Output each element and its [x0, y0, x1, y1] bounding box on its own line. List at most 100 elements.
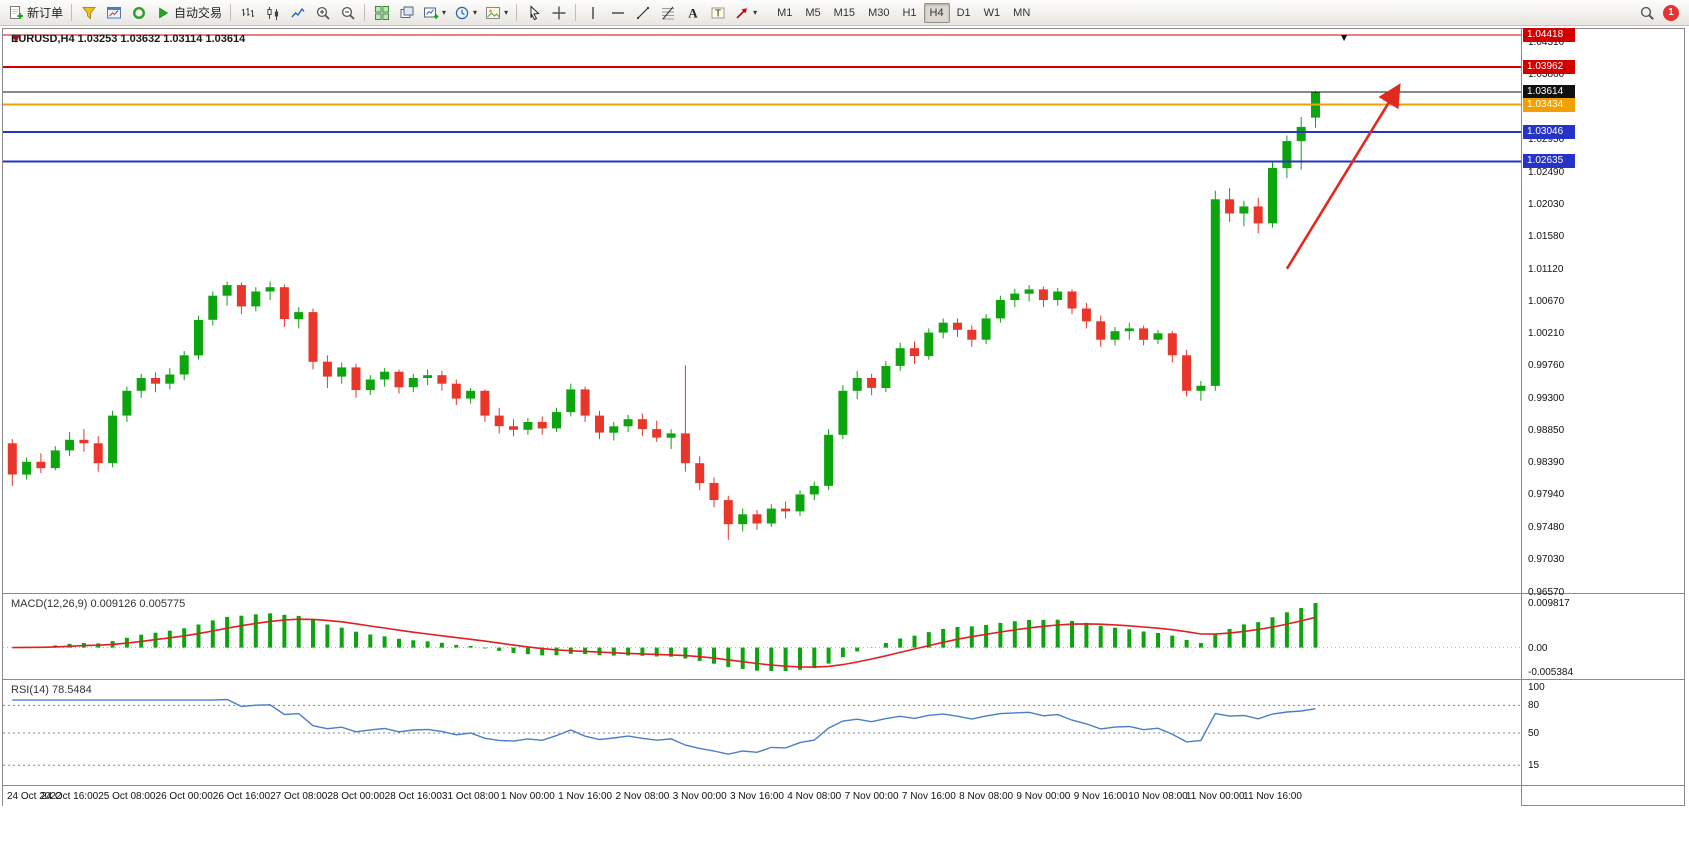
arrows-icon: [736, 7, 747, 19]
new-order-label: 新订单: [27, 6, 64, 20]
price-tick-label: 0.97480: [1528, 522, 1565, 534]
toolbar-separator: [230, 4, 232, 21]
time-tick-label: 28 Oct 16:00: [384, 791, 442, 802]
arrows-button[interactable]: ▾: [730, 2, 761, 24]
vertical-line-icon: [591, 6, 594, 19]
periods-icon: [455, 6, 469, 19]
time-tick-label: 1 Nov 16:00: [558, 791, 613, 802]
line-chart-button[interactable]: [285, 2, 310, 24]
horizontal-line-button[interactable]: [605, 2, 630, 24]
candlestick-chart-icon: [266, 6, 278, 20]
timeframe-toolbar: M1 M5 M15 M30 H1 H4 D1 W1 MN: [771, 2, 1036, 23]
macd-label: MACD(12,26,9) 0.009126 0.005775: [11, 598, 185, 610]
autotrading-button[interactable]: 自动交易: [151, 2, 226, 24]
rsi-label-text: RSI(14) 78.5484: [11, 684, 92, 696]
toolbar-separator: [364, 4, 366, 21]
cursor-button[interactable]: [521, 2, 546, 24]
caret-down-icon: ▾: [473, 8, 478, 17]
time-tick-label: 31 Oct 08:00: [441, 791, 500, 802]
tile-windows-button[interactable]: [369, 2, 394, 24]
price-tick-label: 1.00670: [1528, 295, 1565, 307]
time-tick-label: 4 Nov 08:00: [787, 791, 842, 802]
price-tick-label: 0.97940: [1528, 489, 1565, 501]
timeframe-m1-button[interactable]: M1: [777, 6, 793, 19]
data-window-button[interactable]: [126, 2, 151, 24]
price-tick-label: 0.99760: [1528, 360, 1565, 372]
time-tick-label: 24 Oct 16:00: [40, 791, 99, 802]
caret-down-icon: ▾: [753, 8, 758, 17]
price-tick-label: 1.02490: [1528, 166, 1565, 178]
rsi-axis-label: 100: [1528, 682, 1545, 693]
new-chart-button[interactable]: ▾: [419, 2, 450, 24]
templates-button[interactable]: ▾: [481, 2, 512, 24]
macd-chart-canvas[interactable]: [3, 595, 1521, 679]
search-button[interactable]: [1634, 2, 1659, 24]
price-badge: 1.03046: [1523, 125, 1575, 140]
crosshair-button[interactable]: [546, 2, 571, 24]
timeframe-m30-button[interactable]: M30: [868, 6, 890, 19]
vertical-line-button[interactable]: [580, 2, 605, 24]
time-tick-label: 24 Oct 2022: [7, 791, 62, 802]
periods-button[interactable]: ▾: [450, 2, 481, 24]
price-badge: 1.03614: [1523, 84, 1575, 99]
bar-chart-icon: [241, 7, 254, 17]
symbol-marker-icon: [12, 35, 20, 43]
chart-title: EURUSD,H4 1.03253 1.03632 1.03114 1.0361…: [11, 33, 245, 45]
macd-axis-min: -0.005384: [1528, 667, 1574, 678]
time-tick-label: 3 Nov 16:00: [730, 791, 784, 802]
text-label-icon: T: [711, 7, 725, 19]
price-axis-separator: [1521, 29, 1522, 805]
zoom-out-button[interactable]: [335, 2, 360, 24]
toolbar-buttons: 新订单 自动交易 ▾ ▾ ▾ A T ▾: [4, 2, 761, 24]
fibonacci-icon: [661, 6, 674, 19]
timeframe-m5-button[interactable]: M5: [805, 6, 821, 19]
profiles-icon: [81, 6, 96, 19]
timeframe-m15-button[interactable]: M15: [833, 6, 856, 19]
cascade-windows-icon: [400, 6, 414, 18]
time-tick-label: 26 Oct 00:00: [155, 791, 213, 802]
time-tick-label: 11 Nov 00:00: [1185, 791, 1245, 802]
time-tick-label: 2 Nov 08:00: [615, 791, 670, 802]
macd-panel-splitter[interactable]: [3, 593, 1684, 594]
new-chart-icon: [424, 7, 439, 19]
zoom-in-button[interactable]: [310, 2, 335, 24]
trendline-icon: [636, 6, 649, 19]
rsi-panel-splitter[interactable]: [3, 679, 1684, 680]
candlestick-chart-button[interactable]: [260, 2, 285, 24]
price-tick-label: 0.98390: [1528, 457, 1565, 469]
cascade-windows-button[interactable]: [394, 2, 419, 24]
new-order-button[interactable]: 新订单: [4, 2, 67, 24]
notification-badge[interactable]: 1: [1663, 4, 1679, 21]
macd-axis-zero: 0.00: [1528, 642, 1548, 654]
time-tick-label: 8 Nov 08:00: [959, 791, 1014, 802]
price-tick-label: 1.00210: [1528, 328, 1565, 340]
price-tick-label: 0.97030: [1528, 553, 1565, 565]
rsi-chart-canvas[interactable]: [3, 681, 1521, 785]
tile-windows-icon: [374, 5, 389, 20]
price-badge: 1.03962: [1523, 60, 1575, 75]
time-axis[interactable]: 24 Oct 2022 24 Oct 16:00 25 Oct 08:00 26 Oc…: [3, 787, 1521, 807]
timeframe-d1-button[interactable]: D1: [956, 6, 971, 19]
horizontal-line-icon: [611, 11, 624, 14]
time-axis-divider: [3, 785, 1684, 786]
time-tick-label: 9 Nov 16:00: [1073, 791, 1128, 802]
text-button[interactable]: A: [680, 2, 705, 24]
text-label-button[interactable]: T: [705, 2, 730, 24]
zoom-out-icon: [341, 6, 355, 20]
timeframe-h1-button[interactable]: H1: [902, 6, 917, 19]
time-tick-label: 28 Oct 00:00: [327, 791, 385, 802]
price-tick-label: 1.01120: [1528, 263, 1564, 275]
time-tick-label: 10 Nov 08:00: [1128, 791, 1188, 802]
bar-chart-button[interactable]: [235, 2, 260, 24]
timeframe-mn-button[interactable]: MN: [1013, 6, 1031, 19]
fibonacci-button[interactable]: [655, 2, 680, 24]
timeframe-h4-button[interactable]: H4: [923, 2, 950, 23]
charts-button[interactable]: [101, 2, 126, 24]
timeframe-w1-button[interactable]: W1: [983, 6, 1001, 19]
svg-text:T: T: [715, 8, 721, 19]
profiles-button[interactable]: [76, 2, 101, 24]
price-chart-canvas[interactable]: ▼: [3, 29, 1521, 593]
time-tick-label: 3 Nov 00:00: [672, 791, 727, 802]
trendline-button[interactable]: [630, 2, 655, 24]
caret-down-icon: ▾: [442, 8, 447, 17]
